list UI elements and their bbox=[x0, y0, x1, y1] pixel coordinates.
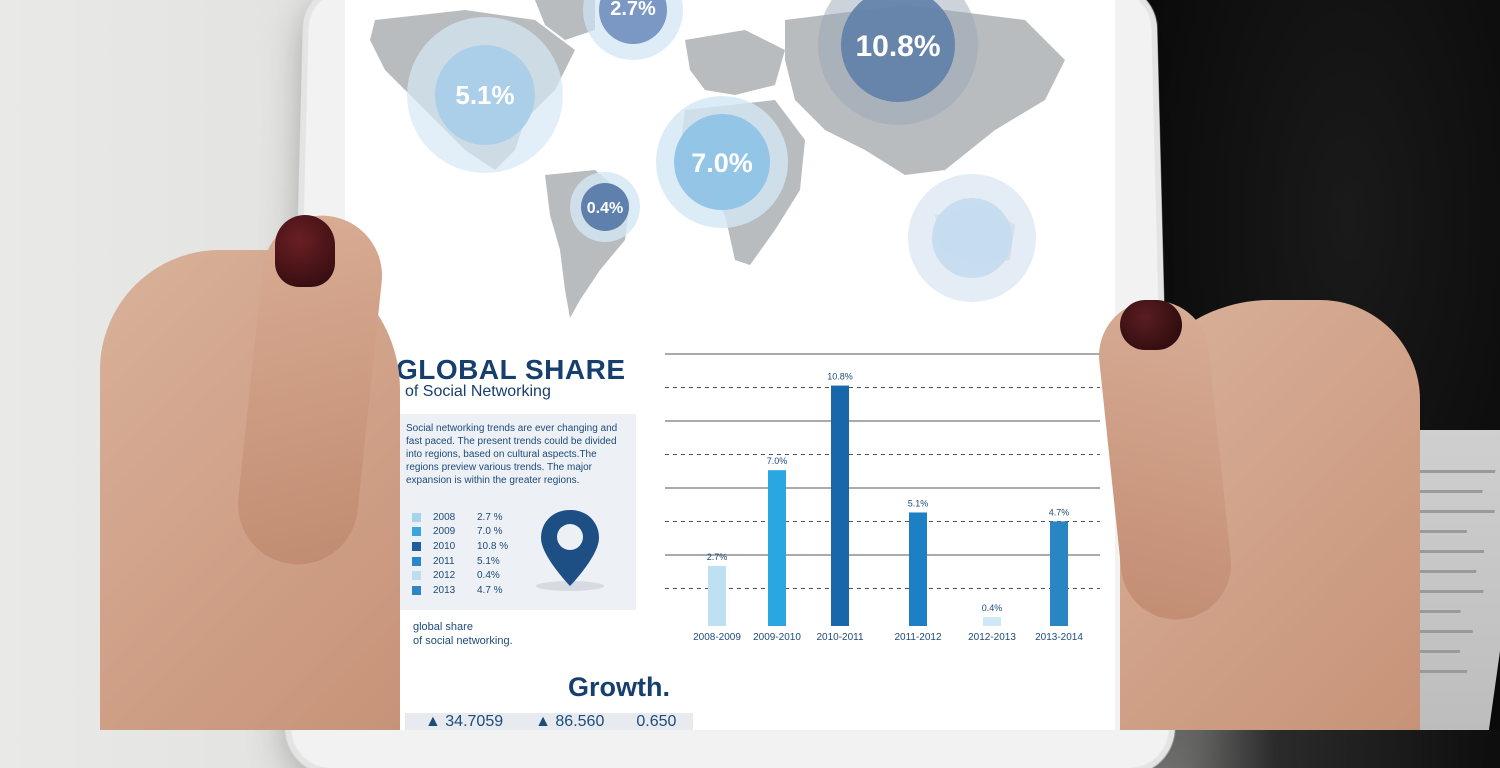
legend-value: 0.4% bbox=[477, 570, 500, 582]
bubble-label-asia: 10.8% bbox=[855, 30, 940, 63]
growth-title: Growth. bbox=[568, 672, 670, 702]
legend-value: 4.7 % bbox=[477, 584, 503, 596]
bar-value-label: 2.7% bbox=[707, 552, 728, 562]
legend-year: 2013 bbox=[433, 584, 456, 596]
bar-value-label: 4.7% bbox=[1049, 507, 1070, 517]
legend-row: 2011 5.1% bbox=[412, 554, 508, 569]
legend-year: 2010 bbox=[433, 540, 456, 552]
bar bbox=[831, 385, 849, 626]
stat-1: ▲ 34.7059 bbox=[425, 713, 504, 730]
map-bubbles: 2.7% 10.8% 5.1% 7.0% 0.4% bbox=[407, 0, 1036, 302]
stat-2: ▲ 86.560 bbox=[535, 713, 605, 730]
bar-chart: 2.7% 2008-2009 7.0% 2009-2010 10.8% 2010-2011… bbox=[665, 353, 1100, 643]
stat-3: 0.650 bbox=[636, 713, 677, 730]
bar-value-label: 10.8% bbox=[827, 372, 853, 382]
growth-stats: ▲ 34.7059 ▲ 86.560 0.650 bbox=[405, 713, 693, 730]
legend-swatch bbox=[412, 571, 421, 581]
legend-year: 2011 bbox=[433, 555, 455, 567]
legend-row: 2008 2.7 % bbox=[412, 510, 508, 525]
description-panel bbox=[398, 414, 636, 610]
x-tick-label: 2009-2010 bbox=[753, 632, 801, 643]
bubble-europe: 2.7% bbox=[583, 0, 683, 60]
bubble-australia bbox=[908, 174, 1036, 302]
bar-value-label: 0.4% bbox=[982, 603, 1003, 613]
bubble-africa: 7.0% bbox=[656, 96, 788, 228]
bar-value-label: 7.0% bbox=[767, 456, 788, 466]
legend-swatch bbox=[412, 512, 421, 522]
legend-swatch bbox=[412, 585, 421, 595]
legend-row: 2009 7.0 % bbox=[412, 525, 508, 540]
legend-row: 2012 0.4% bbox=[412, 568, 508, 583]
infographic-subtitle: of Social Networking bbox=[405, 383, 551, 400]
bar-value-label: 5.1% bbox=[908, 498, 929, 508]
x-tick-label: 2010-2011 bbox=[816, 632, 864, 643]
legend-year: 2008 bbox=[433, 511, 456, 523]
x-tick-label: 2013-2014 bbox=[1035, 632, 1083, 643]
bubble-south-america: 0.4% bbox=[570, 172, 640, 242]
bar bbox=[708, 565, 726, 626]
footnote: global share of social networking. bbox=[413, 620, 513, 648]
legend-swatch bbox=[412, 527, 421, 537]
footnote-line-2: of social networking. bbox=[413, 635, 513, 647]
location-pin-icon bbox=[536, 510, 604, 591]
bubble-label-africa: 7.0% bbox=[691, 148, 753, 178]
legend-swatch bbox=[412, 541, 421, 551]
bar bbox=[909, 512, 927, 626]
europe-shape bbox=[685, 30, 785, 95]
legend-swatch bbox=[412, 556, 421, 566]
legend-row: 2013 4.7 % bbox=[412, 583, 508, 598]
footnote-line-1: global share bbox=[413, 621, 473, 633]
x-tick-label: 2011-2012 bbox=[894, 632, 942, 643]
greenland-shape bbox=[535, 0, 595, 40]
left-thumbnail bbox=[275, 215, 335, 287]
bubble-label-south-america: 0.4% bbox=[587, 200, 623, 217]
legend-year: 2012 bbox=[433, 570, 456, 582]
bubble-north-america: 5.1% bbox=[407, 17, 563, 173]
bar bbox=[1050, 521, 1068, 626]
bar bbox=[768, 470, 786, 626]
bubble-asia: 10.8% bbox=[818, 0, 978, 125]
x-tick-label: 2012-2013 bbox=[968, 632, 1016, 643]
legend-value: 5.1% bbox=[477, 555, 500, 567]
legend: 2008 2.7 % 2009 7.0 % 2010 10.8 % 2011 5.1% 2012… bbox=[412, 510, 508, 598]
legend-value: 7.0 % bbox=[477, 526, 503, 538]
description-text: Social networking trends are ever changi… bbox=[406, 423, 618, 486]
legend-value: 10.8 % bbox=[477, 540, 509, 552]
x-tick-label: 2008-2009 bbox=[693, 632, 741, 643]
legend-year: 2009 bbox=[433, 526, 456, 538]
legend-value: 2.7 % bbox=[477, 511, 503, 523]
bubble-label-north-america: 5.1% bbox=[455, 80, 514, 110]
infographic-title: GLOBAL SHARE bbox=[396, 354, 626, 385]
right-thumbnail bbox=[1120, 300, 1182, 350]
bubble-label-europe: 2.7% bbox=[610, 0, 656, 20]
bar bbox=[983, 617, 1001, 626]
legend-row: 2010 10.8 % bbox=[412, 539, 508, 554]
